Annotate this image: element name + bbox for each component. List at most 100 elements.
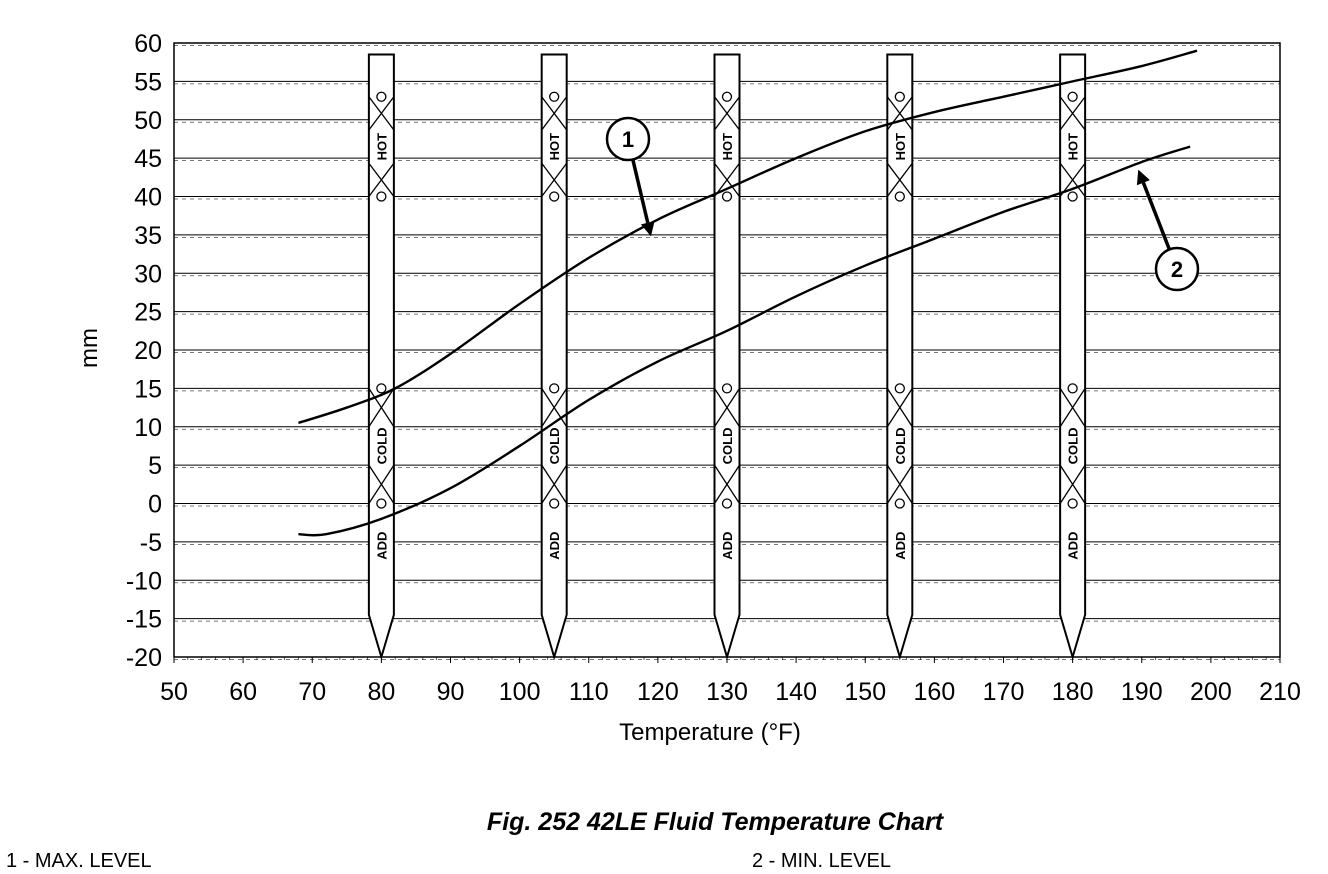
x-tick-label: 70 bbox=[298, 678, 326, 706]
dipstick-hole bbox=[376, 91, 387, 102]
dipstick-add-label: ADD bbox=[374, 532, 389, 560]
dipstick-label-bg bbox=[1064, 529, 1081, 563]
dipstick-label-bg bbox=[373, 529, 390, 563]
y-tick-label: -15 bbox=[126, 606, 162, 634]
dipstick-hole bbox=[721, 498, 733, 509]
dipstick-hole bbox=[376, 498, 387, 509]
x-tick-label: 160 bbox=[914, 678, 956, 706]
y-tick-label: -20 bbox=[126, 644, 162, 672]
x-tick-label: 130 bbox=[706, 678, 748, 706]
callout-arrow-head bbox=[640, 221, 655, 237]
dipstick-body bbox=[886, 53, 914, 661]
dipstick-hole bbox=[721, 383, 733, 394]
dipstick-hatch bbox=[886, 96, 913, 131]
callout-circle bbox=[605, 116, 651, 162]
callout-min-level: 2 bbox=[1136, 169, 1200, 292]
dipstick-hole bbox=[549, 191, 560, 202]
x-tick-label: 180 bbox=[1052, 678, 1094, 706]
dipstick: HOT COLD ADD bbox=[886, 53, 914, 661]
y-tick-label: 50 bbox=[134, 107, 162, 135]
dipstick-hole bbox=[1067, 191, 1078, 202]
x-tick-label: 60 bbox=[229, 678, 257, 706]
dipstick-add-label: ADD bbox=[720, 532, 735, 560]
dipstick-label-bg bbox=[891, 424, 908, 467]
dipstick-hole bbox=[721, 191, 733, 202]
y-tick-label: 25 bbox=[134, 299, 162, 327]
y-tick-label: 10 bbox=[134, 414, 162, 442]
y-tick-label: 40 bbox=[134, 184, 162, 212]
x-tick-label: 110 bbox=[569, 678, 609, 706]
dipstick-hatch bbox=[541, 388, 568, 428]
series-line-max-level bbox=[298, 49, 1198, 425]
dipstick-cold-label: COLD bbox=[893, 428, 908, 465]
dipstick-hole bbox=[376, 383, 387, 394]
dipstick-label-bg bbox=[1064, 130, 1081, 164]
callout-circle bbox=[1154, 246, 1200, 292]
dipstick-hole bbox=[549, 91, 560, 102]
dipstick-add-label: ADD bbox=[547, 532, 562, 560]
x-tick-label: 170 bbox=[983, 678, 1025, 706]
x-axis-label: Temperature (°F) bbox=[619, 719, 801, 746]
dipstick-label-bg bbox=[373, 130, 390, 164]
dipstick-hatch bbox=[368, 96, 395, 131]
dipstick-hatch bbox=[541, 464, 568, 504]
dipstick-cold-label: COLD bbox=[547, 428, 562, 465]
callout-group: 12 bbox=[605, 116, 1200, 292]
y-tick-label: 35 bbox=[134, 222, 162, 250]
x-tick-label: 90 bbox=[437, 678, 465, 706]
series-line-min-level bbox=[298, 145, 1191, 537]
dipstick-hatch bbox=[713, 162, 741, 197]
dipstick-hole bbox=[1067, 383, 1078, 394]
dipstick-hatch bbox=[886, 464, 913, 504]
x-tick-label: 120 bbox=[637, 678, 679, 706]
dipstick-hatch bbox=[713, 96, 741, 131]
x-tick-label: 200 bbox=[1190, 678, 1232, 706]
dipstick-hatch bbox=[713, 464, 741, 504]
legend-max-level: 1 - MAX. LEVEL bbox=[6, 850, 152, 872]
dipstick-hatch bbox=[541, 162, 568, 197]
dipstick-hatch bbox=[713, 388, 741, 428]
dipstick-hatch bbox=[368, 464, 395, 504]
dipstick-hatch bbox=[368, 388, 395, 428]
y-tick-label: 45 bbox=[134, 145, 162, 173]
dipstick-hot-label: HOT bbox=[547, 133, 562, 161]
dipstick: HOT COLD ADD bbox=[1059, 53, 1087, 661]
dipstick-body bbox=[713, 53, 741, 661]
dipstick-hatch bbox=[541, 96, 568, 131]
dipstick: HOT COLD ADD bbox=[540, 53, 568, 661]
dipstick-hatch bbox=[1059, 96, 1086, 131]
callout-max-level: 1 bbox=[605, 116, 655, 237]
y-tick-label: 0 bbox=[148, 491, 162, 519]
x-tick-labels: 50 60 70 80 90 100 110 120 130 140 150 160 170 180 190… bbox=[160, 678, 1301, 706]
y-axis-label: mm bbox=[76, 328, 103, 368]
callout-arrow-shaft bbox=[631, 160, 650, 224]
dipstick-hole bbox=[1067, 91, 1078, 102]
dipstick-hole bbox=[1067, 498, 1078, 509]
y-tick-label: 5 bbox=[148, 452, 162, 480]
dipstick-label-bg bbox=[719, 130, 735, 164]
dipstick-label-bg bbox=[546, 130, 563, 164]
dipstick-hot-label: HOT bbox=[374, 133, 389, 161]
dipstick-hatch bbox=[1059, 162, 1086, 197]
y-tick-label: -10 bbox=[126, 567, 162, 595]
y-tick-label: 55 bbox=[134, 68, 162, 96]
dipstick-cold-label: COLD bbox=[1066, 428, 1081, 465]
dipstick-hot-label: HOT bbox=[720, 133, 735, 161]
dipstick-cold-label: COLD bbox=[374, 428, 389, 465]
dipstick: HOT COLD ADD bbox=[713, 53, 741, 661]
y-tick-label: 20 bbox=[134, 337, 162, 365]
dipstick-label-bg bbox=[891, 529, 908, 563]
dipstick-hatch bbox=[1059, 388, 1086, 428]
x-tick-label: 80 bbox=[367, 678, 395, 706]
dipstick-hole bbox=[549, 383, 560, 394]
dipstick-label-bg bbox=[719, 424, 735, 467]
callout-number: 1 bbox=[622, 127, 634, 152]
y-tick-label: 30 bbox=[134, 260, 162, 288]
dipstick-label-bg bbox=[1064, 424, 1081, 467]
dipstick-body bbox=[367, 53, 395, 661]
x-tick-label: 210 bbox=[1259, 678, 1301, 706]
callout-arrow-head bbox=[1136, 169, 1150, 186]
dipstick-hole bbox=[549, 498, 560, 509]
dipstick-label-bg bbox=[373, 424, 390, 467]
dipstick-hot-label: HOT bbox=[893, 133, 908, 161]
